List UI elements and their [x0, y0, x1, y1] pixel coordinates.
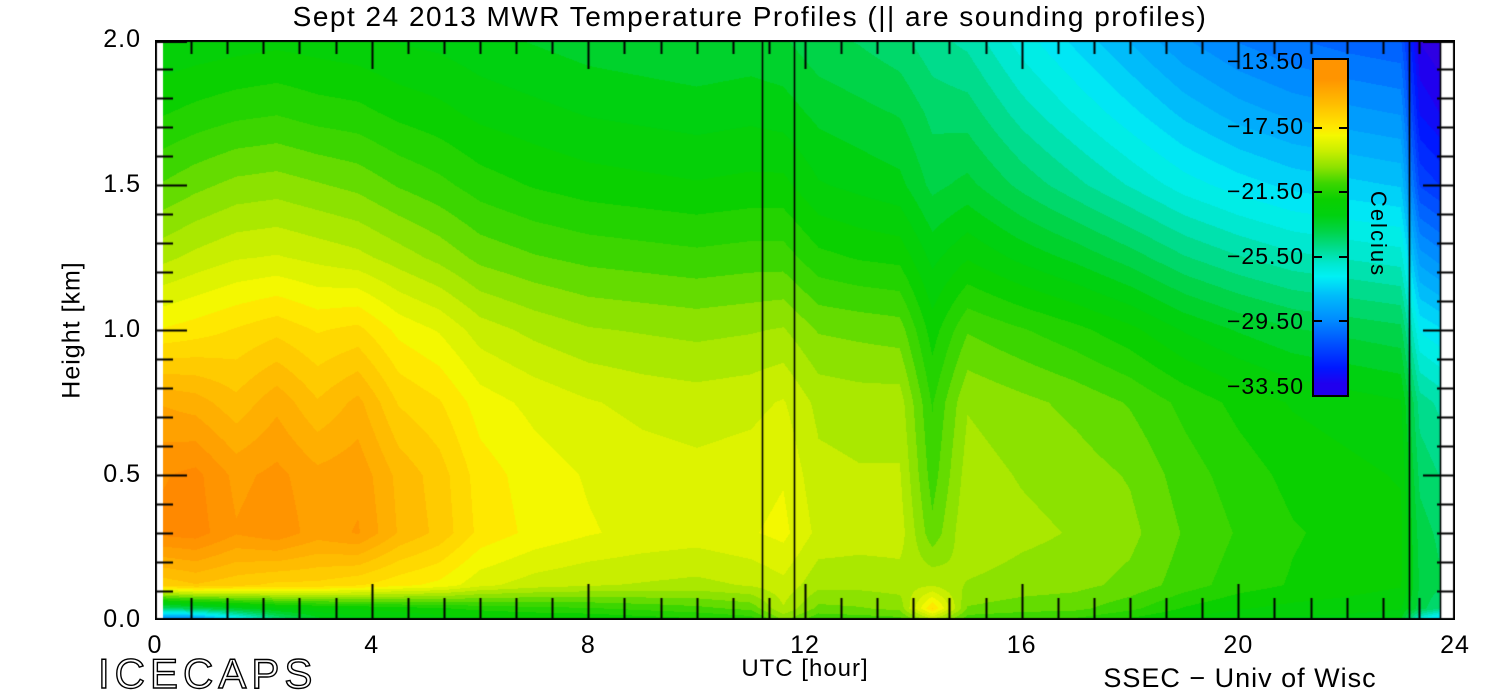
colorbar-tick [1339, 191, 1347, 193]
x-tick-label: 0 [147, 631, 163, 659]
colorbar-tick-label: −21.50 [1227, 178, 1304, 204]
colorbar-tick [1339, 256, 1347, 258]
colorbar-tick-label: −17.50 [1227, 113, 1304, 140]
x-tick-label: 8 [580, 631, 596, 659]
y-tick-label: 2.0 [103, 25, 141, 53]
x-tick-label: 24 [1440, 631, 1470, 659]
contour-plot-area [155, 40, 1455, 620]
colorbar-title: Celcius [1366, 190, 1391, 278]
x-tick-label: 4 [364, 631, 380, 659]
colorbar-tick [1314, 320, 1322, 322]
icecaps-logo-text: ICECAPS [97, 650, 317, 698]
credit-text: SSEC − Univ of Wisc [1103, 663, 1377, 693]
colorbar-tick-label: −29.50 [1227, 307, 1304, 334]
colorbar-tick [1314, 256, 1322, 258]
colorbar-tick [1339, 127, 1347, 129]
y-tick-label: 0.0 [103, 605, 141, 633]
colorbar-gradient [1312, 58, 1349, 397]
y-tick-label: 0.5 [103, 460, 141, 488]
x-axis-label: UTC [hour] [741, 655, 869, 682]
colorbar-tick-label: −13.50 [1227, 48, 1304, 75]
icecaps-label: ICECAPS [98, 650, 317, 697]
x-tick-label: 16 [1006, 631, 1037, 659]
x-tick-label: 20 [1223, 631, 1254, 659]
x-tick-label: 12 [790, 631, 820, 659]
colorbar-tick [1339, 320, 1347, 322]
y-tick-label: 1.5 [103, 170, 141, 198]
colorbar-tick [1314, 127, 1322, 129]
y-tick-label: 1.0 [103, 315, 141, 343]
colorbar-tick-label: −25.50 [1227, 242, 1304, 269]
colorbar-tick [1314, 191, 1322, 193]
chart-title: Sept 24 2013 MWR Temperature Profiles (|… [292, 1, 1208, 32]
colorbar-tick-label: −33.50 [1227, 372, 1304, 399]
